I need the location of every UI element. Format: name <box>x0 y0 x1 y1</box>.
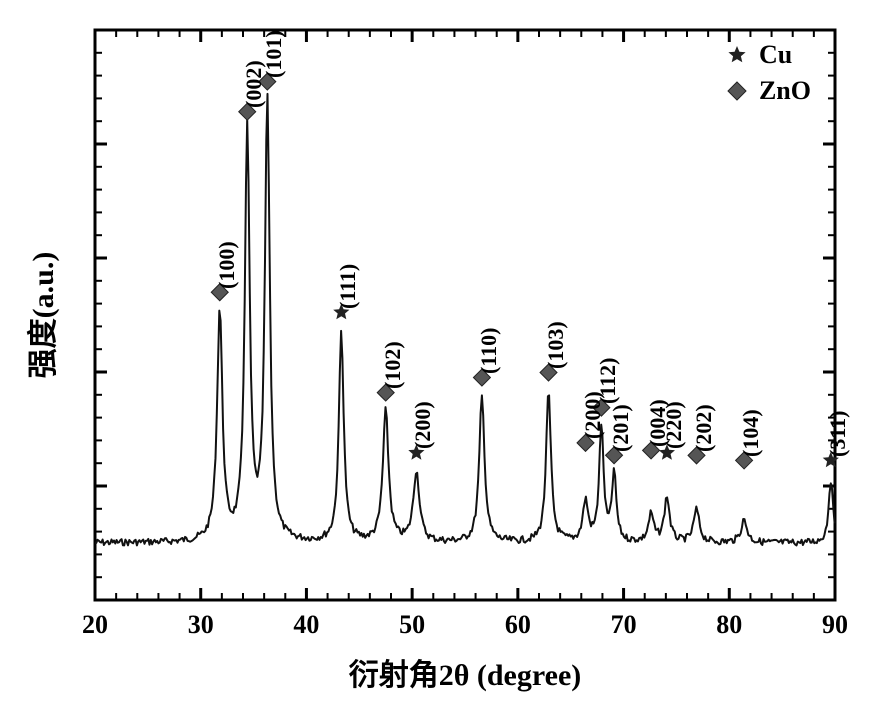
peak-label: (101) <box>263 30 285 78</box>
x-tick-label: 30 <box>188 610 214 640</box>
x-tick-label: 90 <box>822 610 848 640</box>
peak-label: (102) <box>382 341 404 389</box>
legend-label: ZnO <box>759 76 811 106</box>
peak-label: (100) <box>216 241 238 289</box>
peak-label: (103) <box>545 321 567 369</box>
peak-label: (104) <box>740 409 762 457</box>
legend-item-cu: Cu <box>725 40 811 70</box>
peak-label: (311) <box>827 410 849 456</box>
x-tick-label: 20 <box>82 610 108 640</box>
xrd-chart: 强度(a.u.) 衍射角2θ (degree) Cu ZnO 20 30 40 50 6… <box>0 0 873 706</box>
legend-label: Cu <box>759 40 792 70</box>
peak-label: (220) <box>663 402 685 450</box>
x-tick-label: 60 <box>505 610 531 640</box>
y-axis-title: 强度(a.u.) <box>18 252 62 379</box>
legend-item-zno: ZnO <box>725 76 811 106</box>
x-tick-label: 70 <box>611 610 637 640</box>
peak-label: (201) <box>610 404 632 452</box>
peak-label: (112) <box>597 358 619 404</box>
legend: Cu ZnO <box>725 40 811 112</box>
x-axis-title: 衍射角2θ (degree) <box>349 650 582 694</box>
peak-label: (200) <box>412 402 434 450</box>
x-tick-label: 50 <box>399 610 425 640</box>
x-tick-label: 40 <box>293 610 319 640</box>
peak-label: (202) <box>693 404 715 452</box>
peak-label: (110) <box>478 328 500 374</box>
peak-label: (111) <box>337 264 359 309</box>
star-icon <box>725 43 749 67</box>
diamond-icon <box>725 79 749 103</box>
x-tick-label: 80 <box>716 610 742 640</box>
